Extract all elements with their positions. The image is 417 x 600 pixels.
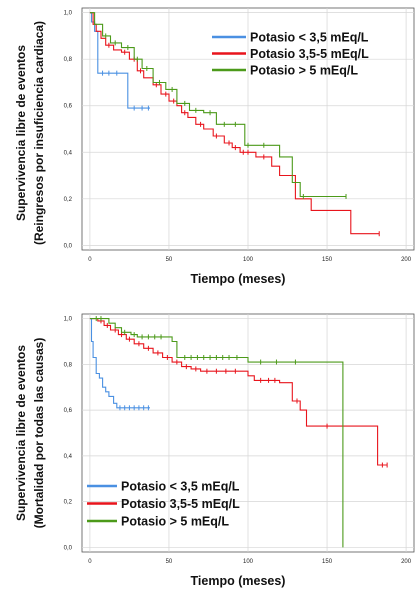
mortalidad-ytick-label: 0,2 bbox=[64, 500, 73, 506]
reingresos-x-axis-title: Tiempo (meses) bbox=[191, 272, 286, 286]
mortalidad-legend-label-1: Potasio 3,5-5 mEq/L bbox=[121, 497, 240, 511]
mortalidad-legend-label-0: Potasio < 3,5 mEq/L bbox=[121, 480, 240, 494]
mortalidad-ytick-label: 0,8 bbox=[64, 362, 73, 368]
mortalidad-legend-label-2: Potasio > 5 mEq/L bbox=[121, 515, 229, 529]
reingresos-ytick-label: 0,0 bbox=[64, 243, 73, 249]
mortalidad-x-axis-title: Tiempo (meses) bbox=[191, 574, 286, 588]
mortalidad-series-line-1 bbox=[89, 318, 388, 466]
mortalidad-y-axis-title-line-2: (Mortalidad por todas las causas) bbox=[32, 338, 46, 529]
mortalidad-xtick-label: 200 bbox=[401, 559, 412, 565]
reingresos-legend-label-2: Potasio > 5 mEq/L bbox=[250, 64, 358, 78]
mortalidad-series-line-0 bbox=[89, 318, 150, 409]
reingresos-ytick-label: 0,8 bbox=[64, 57, 73, 63]
mortalidad-ytick-label: 0,4 bbox=[64, 454, 73, 460]
chart-reingresos-canvas: 0 50 100 150 200 0,0 0,2 0,4 0,6 0,8 1,0 Tiempo (me… bbox=[14, 7, 415, 286]
mortalidad-ytick-label: 0,0 bbox=[64, 545, 73, 551]
mortalidad-xtick-label: 100 bbox=[243, 559, 254, 565]
mortalidad-ytick-label: 0,6 bbox=[64, 408, 73, 414]
reingresos-series-line-1 bbox=[89, 12, 380, 235]
reingresos-ytick-label: 1,0 bbox=[64, 11, 73, 17]
reingresos-xtick-label: 200 bbox=[401, 257, 412, 263]
chart-mortalidad-canvas: 0 50 100 150 200 0,0 0,2 0,4 0,6 0,8 1,0 Tiempo (me… bbox=[14, 313, 415, 588]
reingresos-ytick-label: 0,4 bbox=[64, 150, 73, 156]
reingresos-legend-label-0: Potasio < 3,5 mEq/L bbox=[250, 31, 369, 45]
reingresos-ytick-label: 0,6 bbox=[64, 104, 73, 110]
reingresos-xtick-label: 100 bbox=[243, 257, 254, 263]
reingresos-xtick-label: 50 bbox=[166, 257, 173, 263]
mortalidad-xtick-label: 0 bbox=[88, 559, 92, 565]
reingresos-legend-label-1: Potasio 3,5-5 mEq/L bbox=[250, 47, 369, 61]
mortalidad-xtick-label: 50 bbox=[166, 559, 173, 565]
chart-mortalidad: 0 50 100 150 200 0,0 0,2 0,4 0,6 0,8 1,0 Tiempo (me… bbox=[0, 302, 417, 600]
chart-reingresos: 0 50 100 150 200 0,0 0,2 0,4 0,6 0,8 1,0 Tiempo (me… bbox=[0, 0, 417, 298]
mortalidad-xtick-label: 150 bbox=[322, 559, 333, 565]
reingresos-xtick-label: 0 bbox=[88, 257, 92, 263]
mortalidad-ytick-label: 1,0 bbox=[64, 317, 73, 323]
reingresos-xtick-label: 150 bbox=[322, 257, 333, 263]
reingresos-y-axis-title-line-1: Supervivencia libre de eventos bbox=[14, 45, 28, 221]
reingresos-y-axis-title-line-2: (Reingresos por insuficiencia cardiaca) bbox=[32, 21, 46, 245]
reingresos-ytick-label: 0,2 bbox=[64, 197, 73, 203]
reingresos-series-line-2 bbox=[89, 12, 346, 198]
mortalidad-series-line-2 bbox=[89, 318, 344, 548]
mortalidad-y-axis-title-line-1: Supervivencia libre de eventos bbox=[14, 345, 28, 521]
